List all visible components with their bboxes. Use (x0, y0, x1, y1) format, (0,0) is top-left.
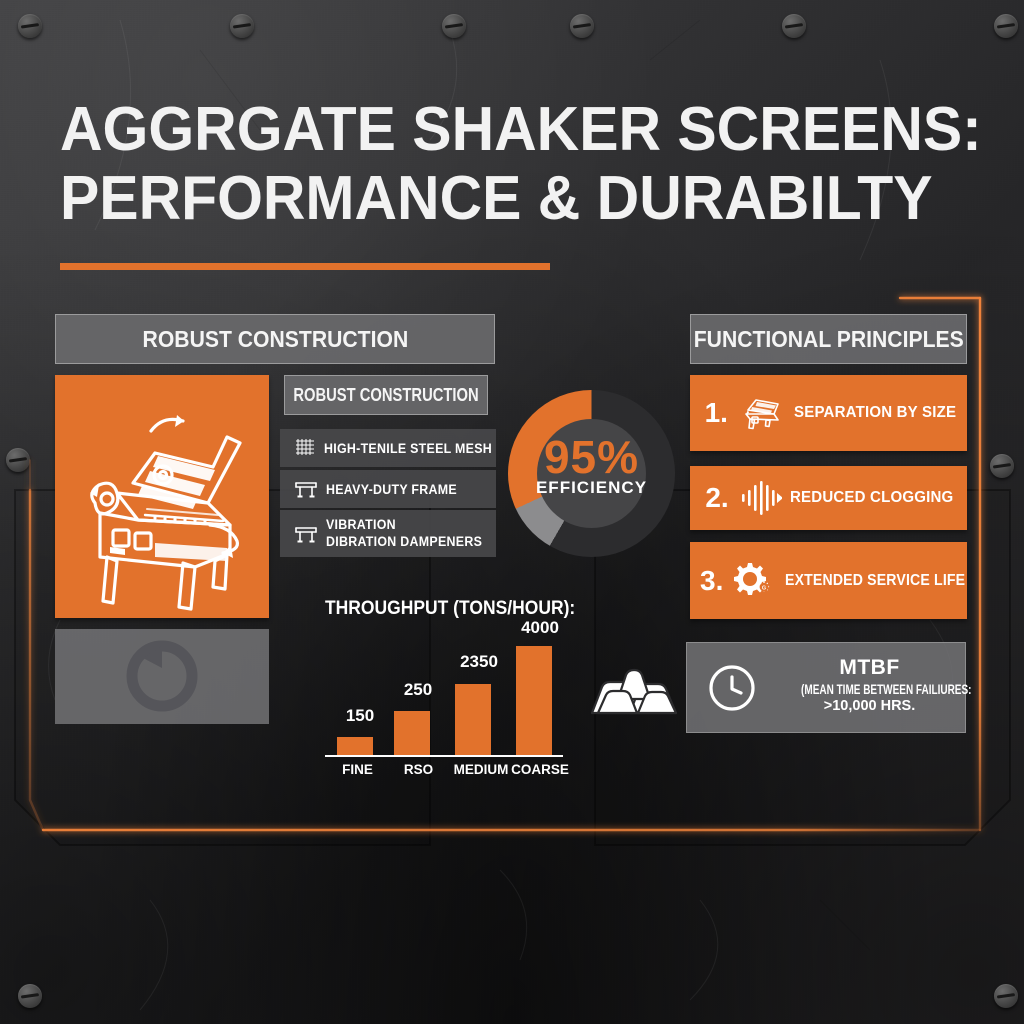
svg-text:G: G (762, 585, 766, 591)
